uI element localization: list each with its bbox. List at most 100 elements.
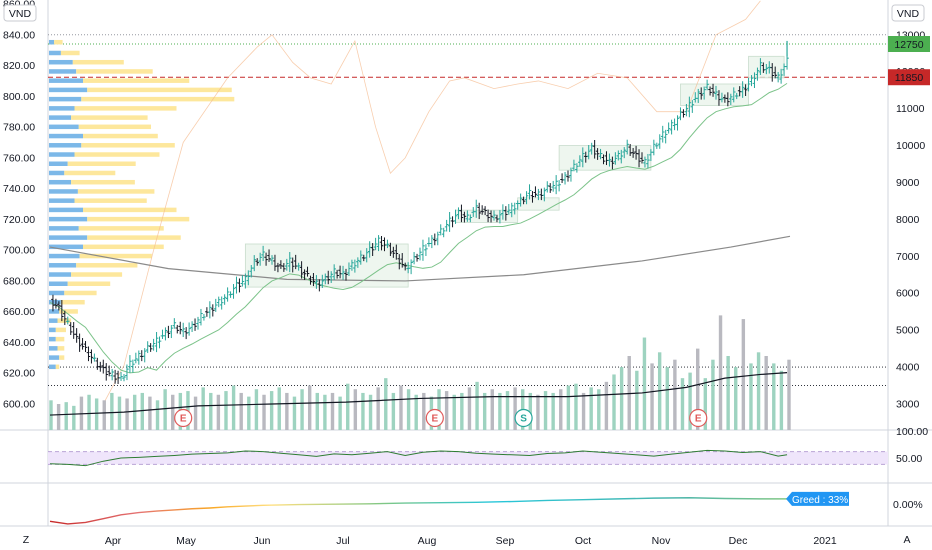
volume-bar bbox=[505, 391, 510, 430]
volume-profile-buy-bar bbox=[49, 106, 75, 111]
x-axis-tick: 2021 bbox=[813, 535, 837, 547]
sentiment-axis-tick: 0.00% bbox=[893, 499, 923, 511]
volume-profile-buy-bar bbox=[49, 124, 79, 130]
consolidation-box bbox=[558, 145, 652, 171]
volume-profile-sell-bar bbox=[57, 346, 65, 351]
volume-bar bbox=[680, 378, 685, 430]
volume-bar bbox=[361, 392, 365, 430]
left-axis-tick: 680.00 bbox=[3, 275, 35, 287]
volume-bar bbox=[353, 389, 358, 430]
volume-profile-buy-bar bbox=[49, 290, 65, 296]
volume-bar bbox=[132, 394, 137, 430]
rsi-band bbox=[48, 451, 888, 465]
volume-bar bbox=[741, 319, 746, 430]
volume-bar bbox=[581, 392, 586, 430]
left-axis-tick: 820.00 bbox=[3, 60, 35, 72]
volume-profile-buy-bar bbox=[49, 143, 82, 148]
volume-ma-line bbox=[49, 372, 788, 416]
volume-profile-buy-bar bbox=[49, 336, 56, 342]
volume-bar bbox=[140, 392, 144, 430]
volume-profile-sell-bar bbox=[74, 152, 160, 157]
volume-bar bbox=[216, 394, 221, 430]
left-axis-tick: 640.00 bbox=[3, 337, 35, 349]
right-axis-tick: 5000 bbox=[896, 325, 920, 337]
event-marker-label: E bbox=[180, 414, 187, 425]
volume-profile-buy-bar bbox=[49, 346, 58, 351]
right-axis-tick: 6000 bbox=[896, 288, 920, 300]
ema-fast-line bbox=[49, 82, 788, 374]
volume-bar bbox=[528, 392, 533, 430]
auto-scale-button[interactable] bbox=[899, 530, 915, 546]
volume-bar bbox=[224, 391, 228, 430]
event-marker-split bbox=[514, 408, 533, 428]
left-axis-tick: 660.00 bbox=[3, 306, 35, 318]
volume-bar bbox=[231, 385, 236, 430]
volume-bar bbox=[87, 394, 91, 430]
x-axis-tick: Jul bbox=[336, 535, 349, 547]
volume-bar bbox=[155, 400, 160, 430]
volume-bar bbox=[475, 381, 479, 430]
volume-bar bbox=[536, 394, 540, 430]
currency-label: VND bbox=[9, 8, 32, 20]
volume-profile-buy-bar bbox=[49, 309, 60, 314]
volume-profile-sell-bar bbox=[83, 133, 158, 139]
volume-profile-buy-bar bbox=[49, 216, 88, 222]
volume-bar bbox=[110, 392, 114, 430]
consolidation-box bbox=[680, 83, 749, 106]
x-axis-tick: Oct bbox=[575, 535, 591, 547]
right-axis-tick: 9000 bbox=[896, 177, 920, 189]
right-axis-tick: 8000 bbox=[896, 214, 920, 226]
volume-profile bbox=[49, 39, 235, 370]
currency-label: VND bbox=[897, 8, 920, 20]
volume-bar bbox=[94, 398, 99, 430]
volume-profile-sell-bar bbox=[59, 355, 65, 360]
volume-profile-buy-bar bbox=[49, 327, 56, 333]
volume-bar bbox=[559, 389, 563, 430]
rsi-line bbox=[49, 449, 788, 467]
event-marker-earnings bbox=[174, 408, 193, 428]
volume-bar bbox=[254, 389, 259, 430]
volume-profile-sell-bar bbox=[78, 124, 151, 130]
left-axis-tick: 620.00 bbox=[3, 368, 35, 380]
volume-bar bbox=[551, 392, 555, 430]
volume-bar bbox=[125, 398, 129, 430]
volume-bar bbox=[285, 392, 289, 430]
volume-profile-sell-bar bbox=[60, 299, 85, 305]
currency-badge-right bbox=[891, 4, 925, 22]
x-axis-tick: Jun bbox=[254, 535, 271, 547]
timezone-button[interactable] bbox=[18, 530, 34, 546]
volume-bar bbox=[422, 392, 426, 430]
volume-bar bbox=[384, 378, 388, 430]
volume-bar bbox=[772, 363, 776, 430]
volume-profile-buy-bar bbox=[49, 198, 75, 203]
price-badge-green bbox=[888, 36, 930, 52]
volume-profile-sell-bar bbox=[64, 170, 116, 176]
volume-bar bbox=[566, 385, 571, 430]
volume-bar bbox=[589, 387, 593, 430]
volume-bar bbox=[604, 381, 609, 430]
volume-profile-sell-bar bbox=[55, 336, 65, 342]
volume-bar bbox=[460, 392, 464, 430]
price-badge-label: 12750 bbox=[894, 39, 923, 51]
volume-profile-sell-bar bbox=[71, 115, 148, 120]
volume-profile-sell-bar bbox=[54, 39, 63, 45]
price-badge-red bbox=[888, 69, 930, 86]
volume-profile-buy-bar bbox=[49, 161, 68, 166]
volume-bar bbox=[209, 392, 213, 430]
volume-profile-sell-bar bbox=[74, 198, 147, 203]
volume-profile-buy-bar bbox=[49, 179, 72, 185]
volume-bar bbox=[315, 392, 319, 430]
left-axis-tick: 800.00 bbox=[3, 91, 35, 103]
volume-bar bbox=[574, 383, 578, 430]
volume-bar bbox=[787, 359, 791, 430]
event-marker-label: E bbox=[431, 414, 438, 425]
volume-profile-buy-bar bbox=[49, 87, 88, 93]
volume-bar bbox=[749, 363, 753, 430]
volume-bar bbox=[163, 389, 167, 430]
volume-profile-buy-bar bbox=[49, 189, 78, 194]
auto-scale-button-label: A bbox=[903, 534, 910, 546]
volume-profile-buy-bar bbox=[49, 59, 73, 65]
left-axis-tick: 700.00 bbox=[3, 245, 35, 257]
volume-bar bbox=[117, 396, 122, 430]
volume-bar bbox=[64, 402, 68, 430]
